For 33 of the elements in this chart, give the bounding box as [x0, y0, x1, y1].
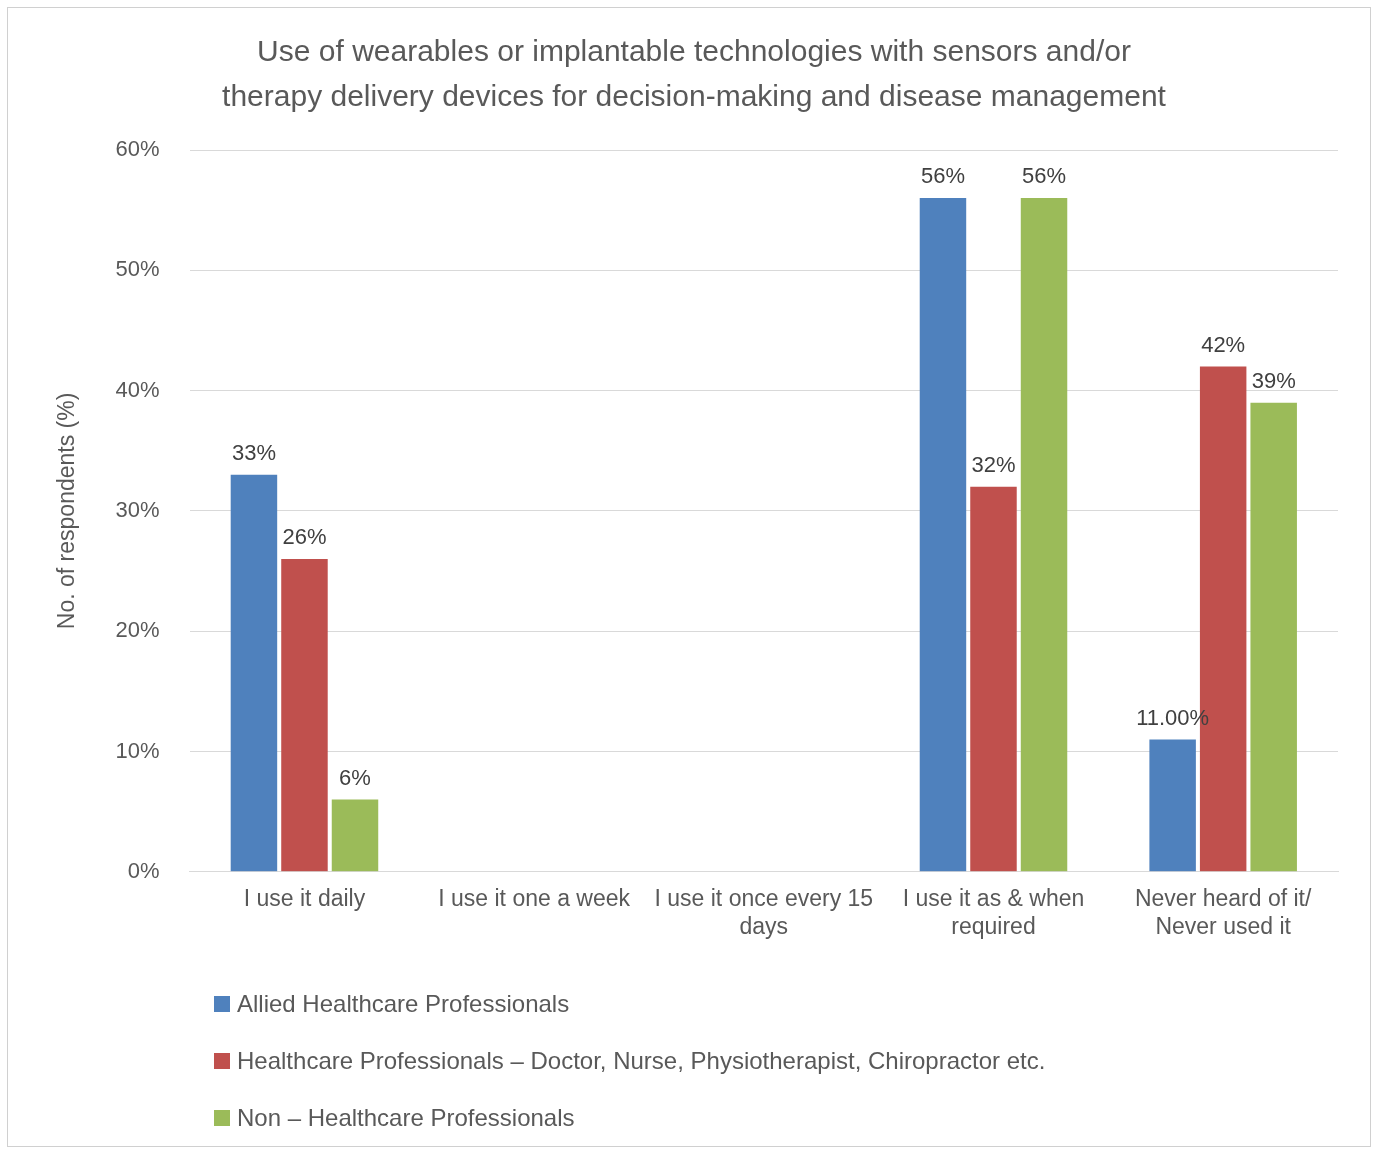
chart-title: Use of wearables or implantable technologies with sensors and/or therapy delivery devices for decision-making and disease management	[222, 33, 1167, 112]
bar	[919, 198, 967, 872]
y-axis-title: No. of respondents (%)	[53, 392, 80, 630]
data-label: 33%	[231, 439, 276, 465]
x-tick-label: I use it one a week	[438, 884, 631, 911]
legend-label: Non – Healthcare Professionals	[237, 1103, 575, 1132]
bar	[281, 559, 328, 872]
data-label: 26%	[282, 524, 327, 550]
y-tick-label: 40%	[115, 376, 160, 402]
bar	[230, 474, 278, 872]
bar	[1250, 402, 1297, 872]
y-tick-label: 10%	[115, 737, 160, 763]
legend-label: Healthcare Professionals – Doctor, Nurse, Physiotherapist, Chiropractor etc.	[237, 1046, 1046, 1075]
data-label: 42%	[1201, 331, 1246, 357]
y-tick-label: 30%	[115, 496, 160, 522]
data-label: 6%	[339, 764, 371, 790]
bar	[1149, 739, 1196, 872]
data-label: 56%	[920, 163, 965, 189]
y-tick-label: 0%	[127, 857, 160, 883]
data-label: 32%	[971, 451, 1016, 477]
x-tick-label: I use it daily	[243, 884, 366, 911]
data-label: 39%	[1251, 367, 1296, 393]
bar	[1020, 198, 1068, 872]
legend-label: Allied Healthcare Professionals	[237, 989, 570, 1018]
x-tick-label: I use it once every 15 days	[654, 884, 874, 939]
x-tick-label: Never heard of it/ Never used it	[1134, 884, 1312, 939]
data-label: 56%	[1021, 163, 1067, 189]
y-tick-label: 20%	[115, 617, 160, 643]
bar	[331, 799, 379, 872]
x-tick-label: I use it as & when required	[902, 884, 1085, 939]
bar	[970, 486, 1017, 872]
y-tick-label: 60%	[115, 136, 160, 162]
y-tick-label: 50%	[115, 256, 160, 282]
